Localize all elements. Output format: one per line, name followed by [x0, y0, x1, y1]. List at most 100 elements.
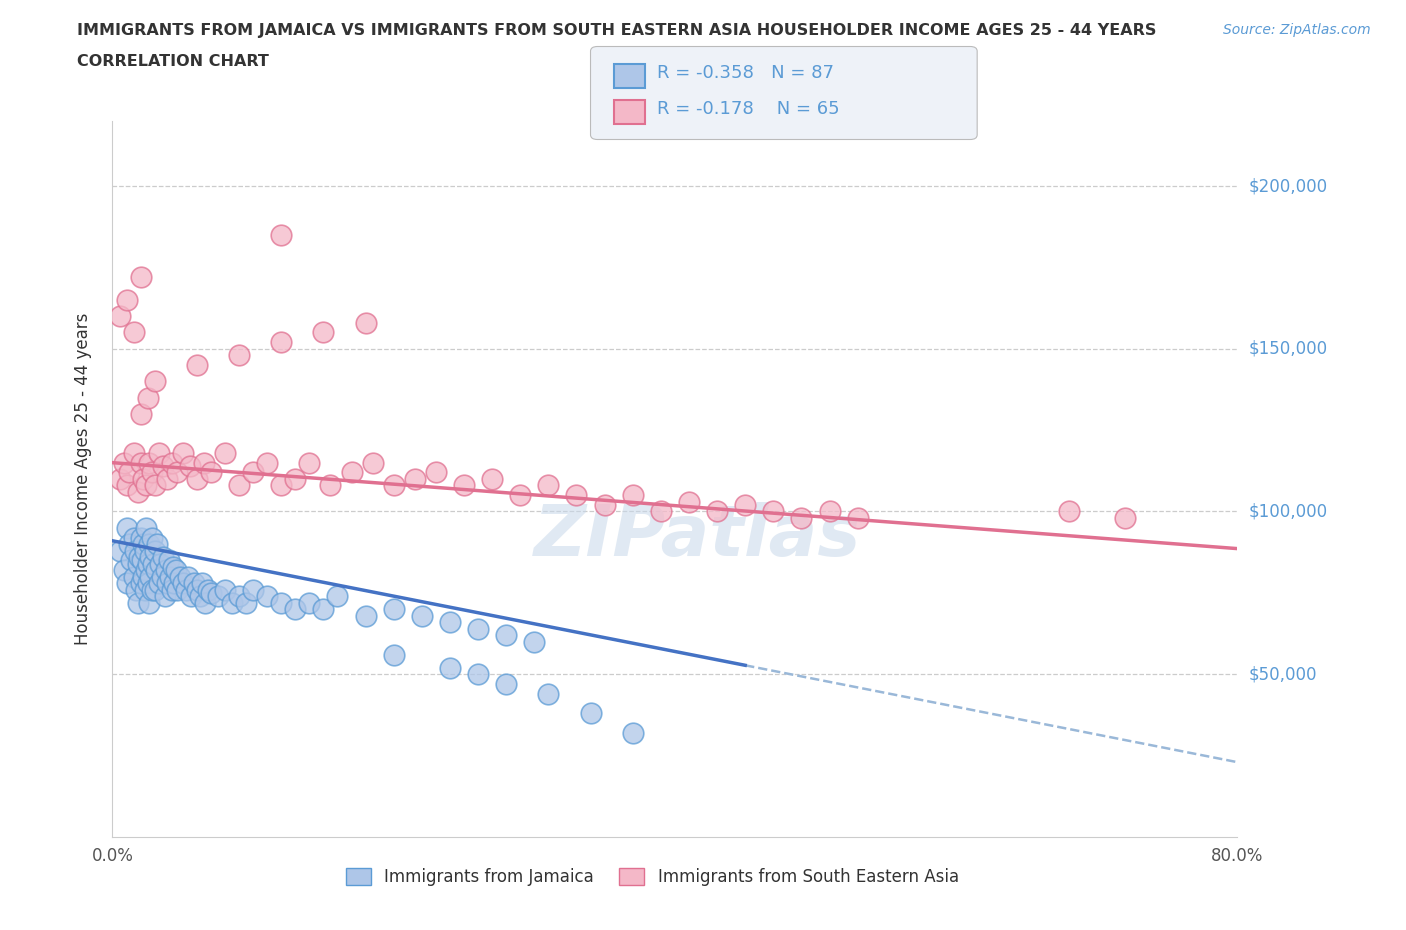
- Point: [129, 406, 152, 421]
- Point: [270, 335, 292, 350]
- Point: [650, 504, 672, 519]
- Point: [138, 537, 160, 551]
- Text: $200,000: $200,000: [1249, 177, 1327, 195]
- Legend: Immigrants from Jamaica, Immigrants from South Eastern Asia: Immigrants from Jamaica, Immigrants from…: [339, 861, 966, 893]
- Point: [135, 563, 157, 578]
- Point: [734, 498, 756, 512]
- Point: [214, 582, 236, 597]
- Point: [134, 543, 156, 558]
- Point: [312, 326, 335, 340]
- Point: [148, 445, 170, 460]
- Point: [174, 582, 197, 597]
- Point: [382, 478, 405, 493]
- Text: CORRELATION CHART: CORRELATION CHART: [77, 54, 269, 69]
- Text: $150,000: $150,000: [1249, 339, 1327, 358]
- Point: [228, 478, 250, 493]
- Point: [112, 456, 135, 471]
- Point: [312, 602, 335, 617]
- Point: [326, 589, 349, 604]
- Point: [186, 358, 208, 373]
- Point: [200, 465, 222, 480]
- Point: [163, 576, 186, 591]
- Point: [235, 595, 257, 610]
- Point: [481, 472, 503, 486]
- Point: [127, 556, 149, 571]
- Point: [186, 472, 208, 486]
- Point: [382, 602, 405, 617]
- Point: [108, 472, 131, 486]
- Point: [228, 589, 250, 604]
- Point: [169, 569, 191, 584]
- Point: [124, 543, 146, 558]
- Point: [242, 582, 264, 597]
- Point: [122, 445, 145, 460]
- Point: [146, 537, 169, 551]
- Point: [134, 582, 156, 597]
- Point: [678, 495, 700, 510]
- Point: [145, 563, 167, 578]
- Text: Source: ZipAtlas.com: Source: ZipAtlas.com: [1223, 23, 1371, 37]
- Point: [141, 582, 163, 597]
- Point: [141, 530, 163, 545]
- Point: [382, 647, 405, 662]
- Point: [298, 595, 321, 610]
- Point: [593, 498, 616, 512]
- Point: [159, 569, 181, 584]
- Point: [115, 293, 138, 308]
- Point: [404, 472, 426, 486]
- Point: [152, 550, 174, 565]
- Point: [354, 608, 377, 623]
- Point: [131, 552, 153, 567]
- Text: $50,000: $50,000: [1249, 665, 1317, 684]
- Point: [156, 472, 179, 486]
- Point: [129, 530, 152, 545]
- Point: [132, 472, 155, 486]
- Text: R = -0.178    N = 65: R = -0.178 N = 65: [657, 100, 839, 117]
- Point: [149, 556, 172, 571]
- Point: [495, 677, 517, 692]
- Point: [621, 488, 644, 503]
- Point: [177, 569, 200, 584]
- Point: [129, 270, 152, 285]
- Point: [361, 456, 384, 471]
- Point: [270, 478, 292, 493]
- Point: [143, 478, 166, 493]
- Point: [537, 686, 560, 701]
- Point: [228, 348, 250, 363]
- Point: [411, 608, 433, 623]
- Point: [118, 537, 141, 551]
- Point: [160, 582, 183, 597]
- Point: [132, 537, 155, 551]
- Point: [193, 456, 215, 471]
- Point: [108, 309, 131, 324]
- Point: [453, 478, 475, 493]
- Point: [188, 589, 211, 604]
- Point: [200, 586, 222, 601]
- Point: [112, 563, 135, 578]
- Point: [818, 504, 841, 519]
- Point: [179, 458, 201, 473]
- Point: [790, 511, 813, 525]
- Point: [846, 511, 869, 525]
- Point: [143, 543, 166, 558]
- Point: [706, 504, 728, 519]
- Point: [621, 725, 644, 740]
- Point: [256, 456, 278, 471]
- Point: [762, 504, 785, 519]
- Point: [115, 521, 138, 536]
- Point: [242, 465, 264, 480]
- Point: [284, 472, 307, 486]
- Point: [166, 465, 188, 480]
- Point: [136, 556, 159, 571]
- Point: [136, 391, 159, 405]
- Point: [467, 621, 489, 636]
- Point: [129, 576, 152, 591]
- Point: [537, 478, 560, 493]
- Point: [340, 465, 363, 480]
- Point: [319, 478, 342, 493]
- Point: [150, 569, 173, 584]
- Point: [160, 456, 183, 471]
- Point: [132, 569, 155, 584]
- Point: [565, 488, 588, 503]
- Point: [439, 660, 461, 675]
